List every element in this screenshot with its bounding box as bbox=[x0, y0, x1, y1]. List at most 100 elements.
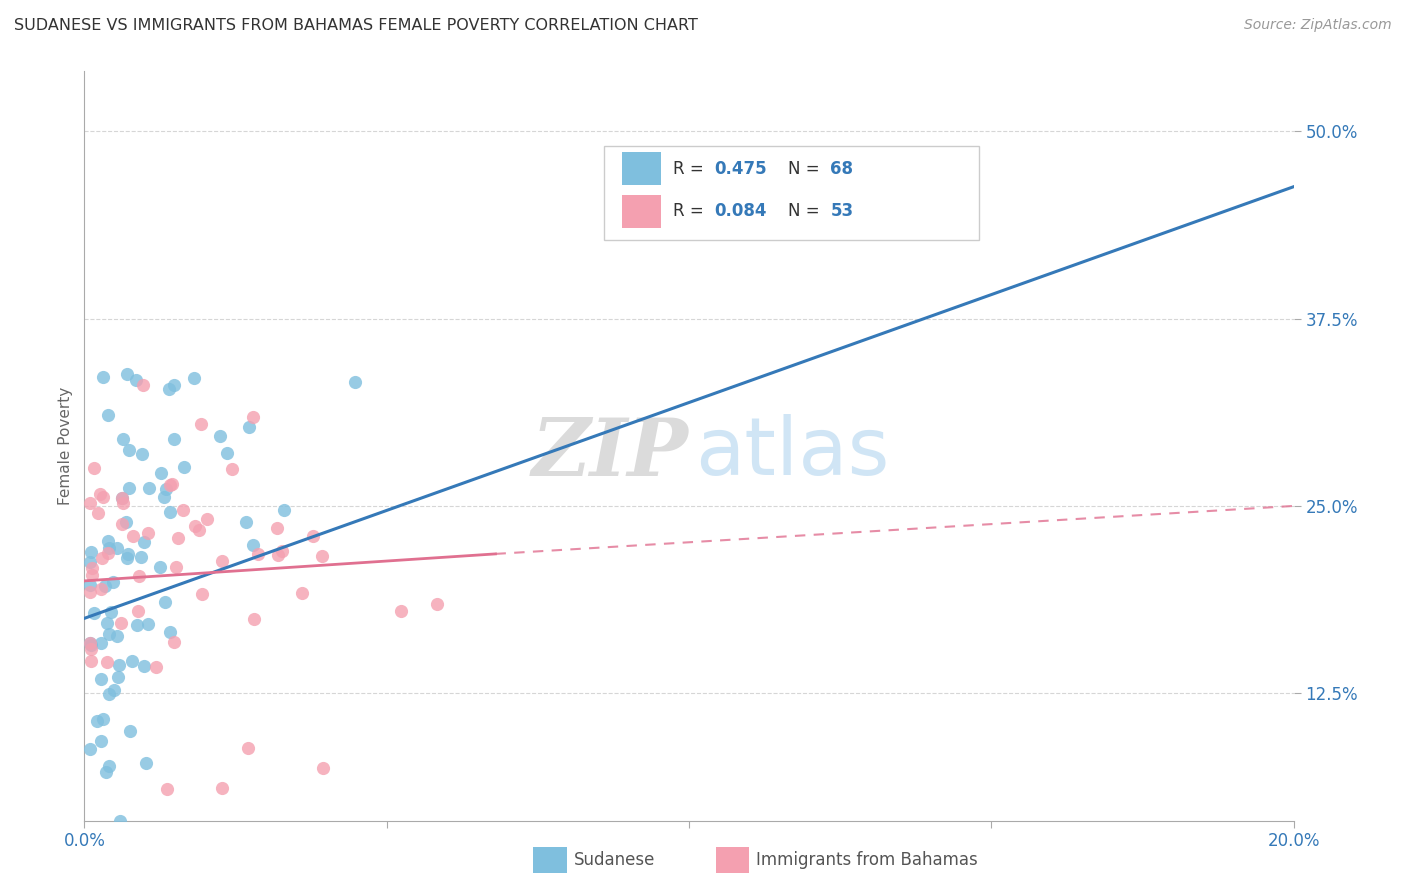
Point bbox=[343, 375, 366, 389]
Point bbox=[87, 506, 110, 520]
Point bbox=[208, 429, 231, 443]
Point bbox=[98, 626, 121, 640]
Point bbox=[96, 616, 118, 631]
Text: 68: 68 bbox=[831, 160, 853, 178]
Text: Immigrants from Bahamas: Immigrants from Bahamas bbox=[756, 851, 979, 869]
FancyBboxPatch shape bbox=[623, 153, 661, 186]
Text: 0.475: 0.475 bbox=[714, 160, 766, 178]
Point bbox=[80, 639, 103, 653]
Text: ZIP: ZIP bbox=[531, 415, 689, 492]
Point bbox=[111, 491, 134, 505]
Point bbox=[138, 525, 160, 540]
Point bbox=[156, 782, 179, 797]
Point bbox=[115, 515, 138, 529]
FancyBboxPatch shape bbox=[605, 146, 979, 240]
Point bbox=[117, 547, 139, 561]
Point bbox=[79, 636, 101, 650]
Point bbox=[132, 659, 155, 673]
Point bbox=[188, 523, 211, 537]
Point bbox=[86, 714, 108, 728]
Text: 53: 53 bbox=[831, 202, 853, 220]
Point bbox=[195, 511, 218, 525]
Point bbox=[301, 529, 323, 543]
Point bbox=[91, 490, 114, 504]
Point bbox=[149, 560, 172, 574]
FancyBboxPatch shape bbox=[623, 195, 661, 228]
Point bbox=[80, 545, 103, 559]
Point bbox=[163, 635, 186, 649]
Point bbox=[247, 547, 270, 561]
Point bbox=[311, 549, 333, 563]
Point bbox=[127, 604, 149, 618]
Point bbox=[311, 761, 333, 775]
Point bbox=[132, 378, 155, 392]
Point bbox=[157, 382, 180, 396]
Text: atlas: atlas bbox=[695, 415, 890, 492]
Text: 0.084: 0.084 bbox=[714, 202, 766, 220]
Point bbox=[115, 551, 138, 566]
Text: Sudanese: Sudanese bbox=[574, 851, 655, 869]
Point bbox=[98, 541, 121, 556]
Point bbox=[155, 482, 177, 496]
Point bbox=[107, 657, 129, 672]
Point bbox=[97, 688, 120, 702]
Point bbox=[121, 654, 143, 668]
Point bbox=[83, 606, 105, 620]
Point bbox=[242, 410, 264, 425]
Point bbox=[183, 371, 205, 385]
Point bbox=[79, 555, 101, 569]
Point bbox=[107, 670, 129, 684]
Point bbox=[111, 516, 134, 531]
Point bbox=[108, 814, 131, 828]
Point bbox=[159, 477, 181, 491]
Point bbox=[120, 724, 142, 739]
Text: R =: R = bbox=[673, 160, 709, 178]
Point bbox=[97, 546, 120, 560]
Point bbox=[115, 367, 138, 381]
Point bbox=[190, 417, 212, 431]
Point bbox=[266, 521, 288, 535]
Text: N =: N = bbox=[789, 202, 825, 220]
Point bbox=[163, 377, 186, 392]
Point bbox=[90, 636, 112, 650]
Point bbox=[389, 604, 412, 618]
Point bbox=[103, 682, 125, 697]
Point bbox=[80, 568, 103, 582]
Point bbox=[242, 539, 264, 553]
Point bbox=[93, 579, 115, 593]
Point bbox=[150, 466, 173, 480]
Point bbox=[105, 629, 128, 643]
Point bbox=[236, 741, 259, 756]
Point bbox=[90, 673, 112, 687]
Point bbox=[94, 764, 117, 779]
Point bbox=[89, 487, 111, 501]
Point bbox=[91, 712, 114, 726]
Point bbox=[138, 617, 160, 632]
Text: N =: N = bbox=[789, 160, 825, 178]
Point bbox=[91, 370, 114, 384]
Point bbox=[79, 578, 101, 592]
Point bbox=[135, 756, 157, 770]
Point bbox=[160, 476, 183, 491]
Y-axis label: Female Poverty: Female Poverty bbox=[58, 387, 73, 505]
Point bbox=[238, 419, 260, 434]
Point bbox=[153, 491, 176, 505]
Point bbox=[131, 549, 153, 564]
Point bbox=[79, 584, 101, 599]
Point bbox=[172, 502, 194, 516]
Point bbox=[166, 531, 188, 545]
Point bbox=[271, 544, 294, 558]
Point bbox=[173, 460, 195, 475]
Point bbox=[97, 533, 120, 548]
Point bbox=[184, 518, 207, 533]
Point bbox=[90, 733, 112, 747]
Point bbox=[125, 618, 148, 632]
Point bbox=[242, 612, 264, 626]
Point bbox=[162, 432, 184, 446]
Point bbox=[79, 742, 101, 756]
Point bbox=[97, 759, 120, 773]
Point bbox=[267, 548, 290, 562]
Point bbox=[132, 535, 155, 549]
Text: SUDANESE VS IMMIGRANTS FROM BAHAMAS FEMALE POVERTY CORRELATION CHART: SUDANESE VS IMMIGRANTS FROM BAHAMAS FEMA… bbox=[14, 18, 697, 33]
Point bbox=[111, 491, 134, 505]
